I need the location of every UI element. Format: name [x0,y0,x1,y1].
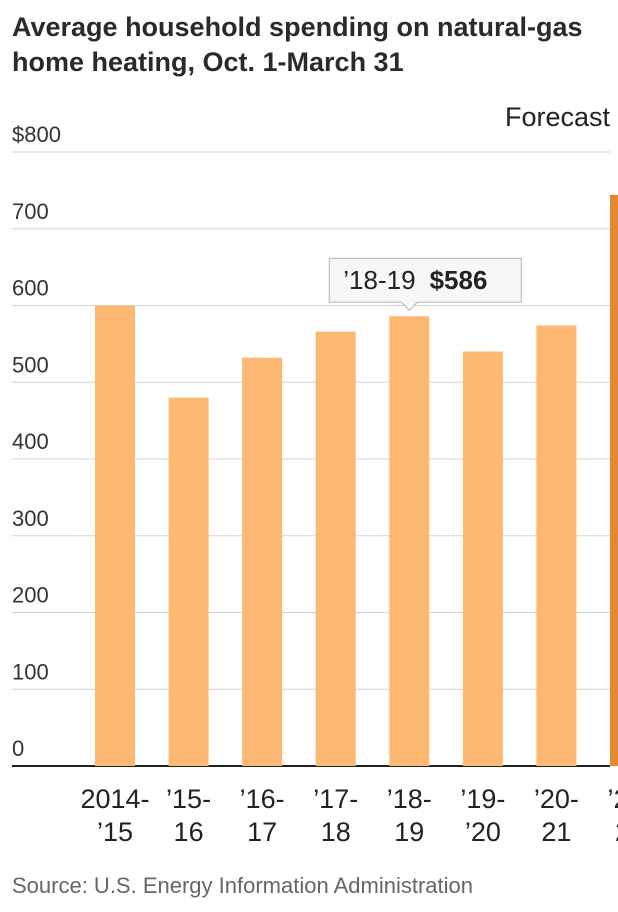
y-tick-label: $800 [12,122,61,147]
bar [168,397,209,766]
callout-box [328,257,522,311]
x-tick-label: ’19-’20 [460,784,505,847]
y-tick-label: 200 [12,583,49,608]
bar-forecast [610,194,618,767]
source-note: Source: U.S. Energy Information Administ… [12,873,473,898]
bar [536,325,577,766]
bars [95,194,618,767]
bar [315,331,356,766]
x-axis-tick-labels: 2014-’15 ’15-16 ’16-17 ’17-18 ’18-19 ’19-’20 ’… [80,784,618,847]
x-tick-label: 2014-’15 [80,784,149,847]
annotations: Forecast ’18-19 $586 [328,102,611,311]
x-tick-label: ’17-18 [313,784,358,847]
bar-chart: 0 100 200 300 400 500 600 700 $800 2014-’15 ’15-1… [12,102,618,847]
forecast-label: Forecast [505,102,611,132]
y-tick-label: 700 [12,199,49,224]
callout-value: $586 [430,265,488,295]
y-tick-label: 400 [12,429,49,454]
y-tick-label: 300 [12,506,49,531]
bar [389,316,430,766]
x-tick-label: ’18-19 [387,784,432,847]
bar [95,305,135,766]
x-tick-label: ’15-16 [166,784,211,847]
y-tick-label: 500 [12,352,49,377]
value-callout: ’18-19 $586 [328,257,522,311]
bar [462,351,503,766]
x-tick-label: ’20-21 [534,784,579,847]
y-tick-label: 0 [12,736,24,761]
chart-title: Average household spending on natural-ga… [12,12,583,77]
x-tick-label: ’16-17 [240,784,285,847]
y-axis-tick-labels: 0 100 200 300 400 500 600 700 $800 [12,122,61,761]
y-tick-label: 100 [12,659,49,684]
callout-category: ’18-19 [343,265,415,295]
callout-text: ’18-19 $586 [343,265,487,295]
x-tick-label: ’21-22 [607,784,618,847]
bar [242,357,283,766]
y-tick-label: 600 [12,276,49,301]
